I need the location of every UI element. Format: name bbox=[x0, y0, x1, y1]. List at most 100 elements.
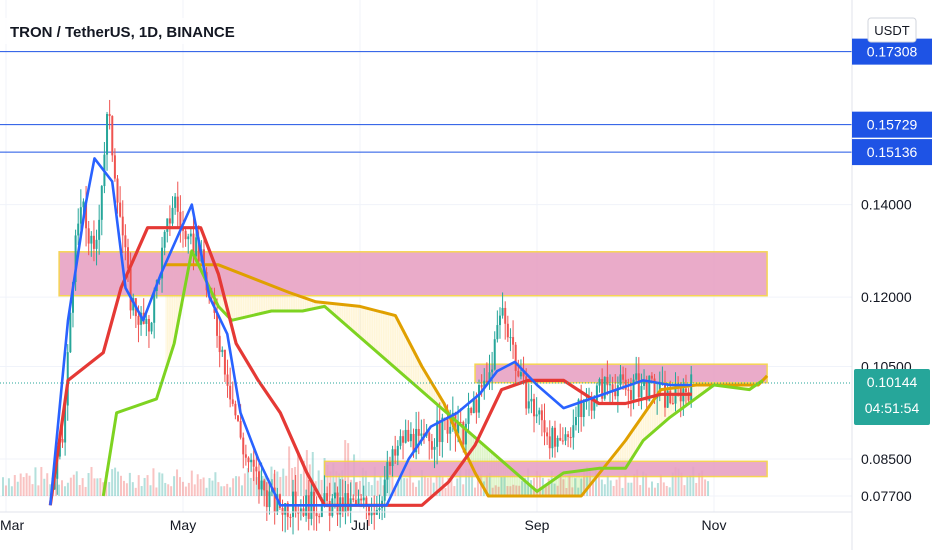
candle-body bbox=[333, 492, 336, 499]
candle-body bbox=[223, 349, 226, 375]
cloud-segment bbox=[253, 278, 257, 316]
cloud-segment bbox=[299, 296, 303, 311]
cloud-segment bbox=[568, 472, 572, 496]
cloud-segment bbox=[273, 286, 276, 311]
volume-bar bbox=[453, 486, 456, 496]
cloud-segment bbox=[283, 290, 287, 311]
volume-bar bbox=[93, 478, 96, 496]
candle bbox=[242, 432, 245, 469]
candle bbox=[294, 475, 297, 518]
volume-bar bbox=[447, 477, 450, 496]
volume-bar bbox=[338, 473, 341, 496]
volume-bar bbox=[90, 466, 93, 496]
candle bbox=[624, 367, 627, 396]
candle-body bbox=[556, 437, 559, 447]
candle bbox=[166, 218, 169, 243]
price-zone[interactable] bbox=[323, 460, 768, 478]
candle-body bbox=[386, 462, 389, 480]
cloud-segment bbox=[738, 385, 742, 389]
candle-body bbox=[394, 449, 397, 456]
volume-bar bbox=[432, 482, 435, 496]
cloud-segment bbox=[584, 470, 588, 492]
volume-bar bbox=[671, 472, 674, 496]
cloud-segment bbox=[737, 385, 740, 389]
candle bbox=[509, 328, 512, 352]
cloud-segment bbox=[475, 437, 478, 473]
cloud-segment bbox=[413, 349, 416, 384]
volume-bar bbox=[568, 472, 571, 496]
candle bbox=[92, 220, 95, 262]
volume-bar bbox=[648, 487, 651, 496]
cloud-segment bbox=[335, 303, 338, 316]
volume-bar bbox=[282, 468, 285, 496]
volume-bar bbox=[621, 487, 624, 496]
cloud-segment bbox=[439, 396, 443, 407]
cloud-segment bbox=[657, 394, 660, 429]
horizontal-levels[interactable] bbox=[0, 51, 852, 153]
candle-body bbox=[147, 318, 150, 332]
candle-body bbox=[297, 512, 300, 514]
volume-bar bbox=[184, 486, 187, 496]
cloud-segment bbox=[167, 264, 170, 366]
candle bbox=[87, 220, 90, 256]
level-tag[interactable]: 0.15729 bbox=[852, 111, 932, 138]
candle-body bbox=[362, 497, 365, 501]
candle-body bbox=[328, 500, 331, 516]
volume-bar bbox=[406, 478, 409, 496]
candle-body bbox=[438, 420, 441, 443]
candle-body bbox=[590, 396, 593, 411]
cloud-segment bbox=[641, 417, 644, 444]
volume-bar bbox=[653, 487, 656, 496]
candle-body bbox=[530, 398, 533, 402]
candle bbox=[357, 489, 360, 506]
candle-body bbox=[509, 337, 512, 339]
level-tag[interactable]: 0.15136 bbox=[852, 139, 932, 166]
volume-bar bbox=[409, 468, 412, 496]
candle-body bbox=[470, 408, 473, 414]
cloud-segment bbox=[404, 332, 407, 376]
candle-body bbox=[388, 462, 391, 467]
volume-bar bbox=[55, 475, 58, 496]
volume-bar bbox=[609, 480, 612, 496]
candle-body bbox=[415, 428, 418, 453]
candle-body bbox=[475, 399, 478, 413]
candle-body bbox=[574, 417, 577, 426]
cloud-segment bbox=[501, 460, 504, 496]
candle-body bbox=[635, 373, 638, 380]
volume-bar bbox=[2, 477, 4, 496]
candle bbox=[478, 379, 481, 418]
cloud-segment bbox=[386, 313, 389, 361]
level-tag[interactable]: 0.17308 bbox=[852, 38, 932, 65]
volume-bar bbox=[249, 477, 252, 496]
price-axis-panel[interactable] bbox=[852, 0, 932, 512]
candles bbox=[51, 99, 693, 535]
candle bbox=[601, 368, 604, 403]
candle bbox=[383, 466, 386, 518]
volume-bar bbox=[220, 486, 223, 496]
volume-bar bbox=[232, 478, 235, 496]
cloud-segment bbox=[271, 285, 274, 311]
cloud-segment bbox=[701, 385, 704, 395]
level-price-tags[interactable]: 0.17308 0.15729 0.15136 bbox=[852, 38, 932, 166]
volume-bar bbox=[400, 471, 403, 496]
candle bbox=[237, 415, 240, 423]
candle bbox=[265, 482, 268, 521]
volume-bar bbox=[176, 469, 179, 496]
volume-bar bbox=[158, 472, 161, 496]
candle-body bbox=[606, 376, 609, 386]
volume-bar bbox=[465, 469, 468, 496]
candle bbox=[614, 374, 617, 400]
candle-body bbox=[491, 369, 494, 373]
candle-body bbox=[255, 466, 258, 472]
candle bbox=[496, 310, 499, 343]
unit-badge[interactable] bbox=[867, 17, 917, 43]
cloud-segment bbox=[312, 300, 315, 309]
candle-body bbox=[87, 228, 90, 244]
volume-bar bbox=[329, 471, 332, 496]
candle bbox=[472, 391, 475, 414]
price-zone[interactable] bbox=[58, 251, 768, 297]
cloud-segment bbox=[629, 435, 632, 463]
cloud-segment bbox=[563, 472, 566, 496]
candle-body bbox=[100, 186, 103, 220]
